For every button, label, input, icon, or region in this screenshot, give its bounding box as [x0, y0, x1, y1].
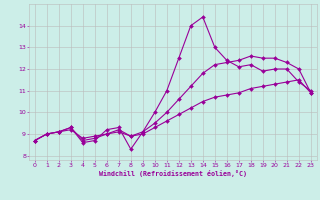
- X-axis label: Windchill (Refroidissement éolien,°C): Windchill (Refroidissement éolien,°C): [99, 170, 247, 177]
